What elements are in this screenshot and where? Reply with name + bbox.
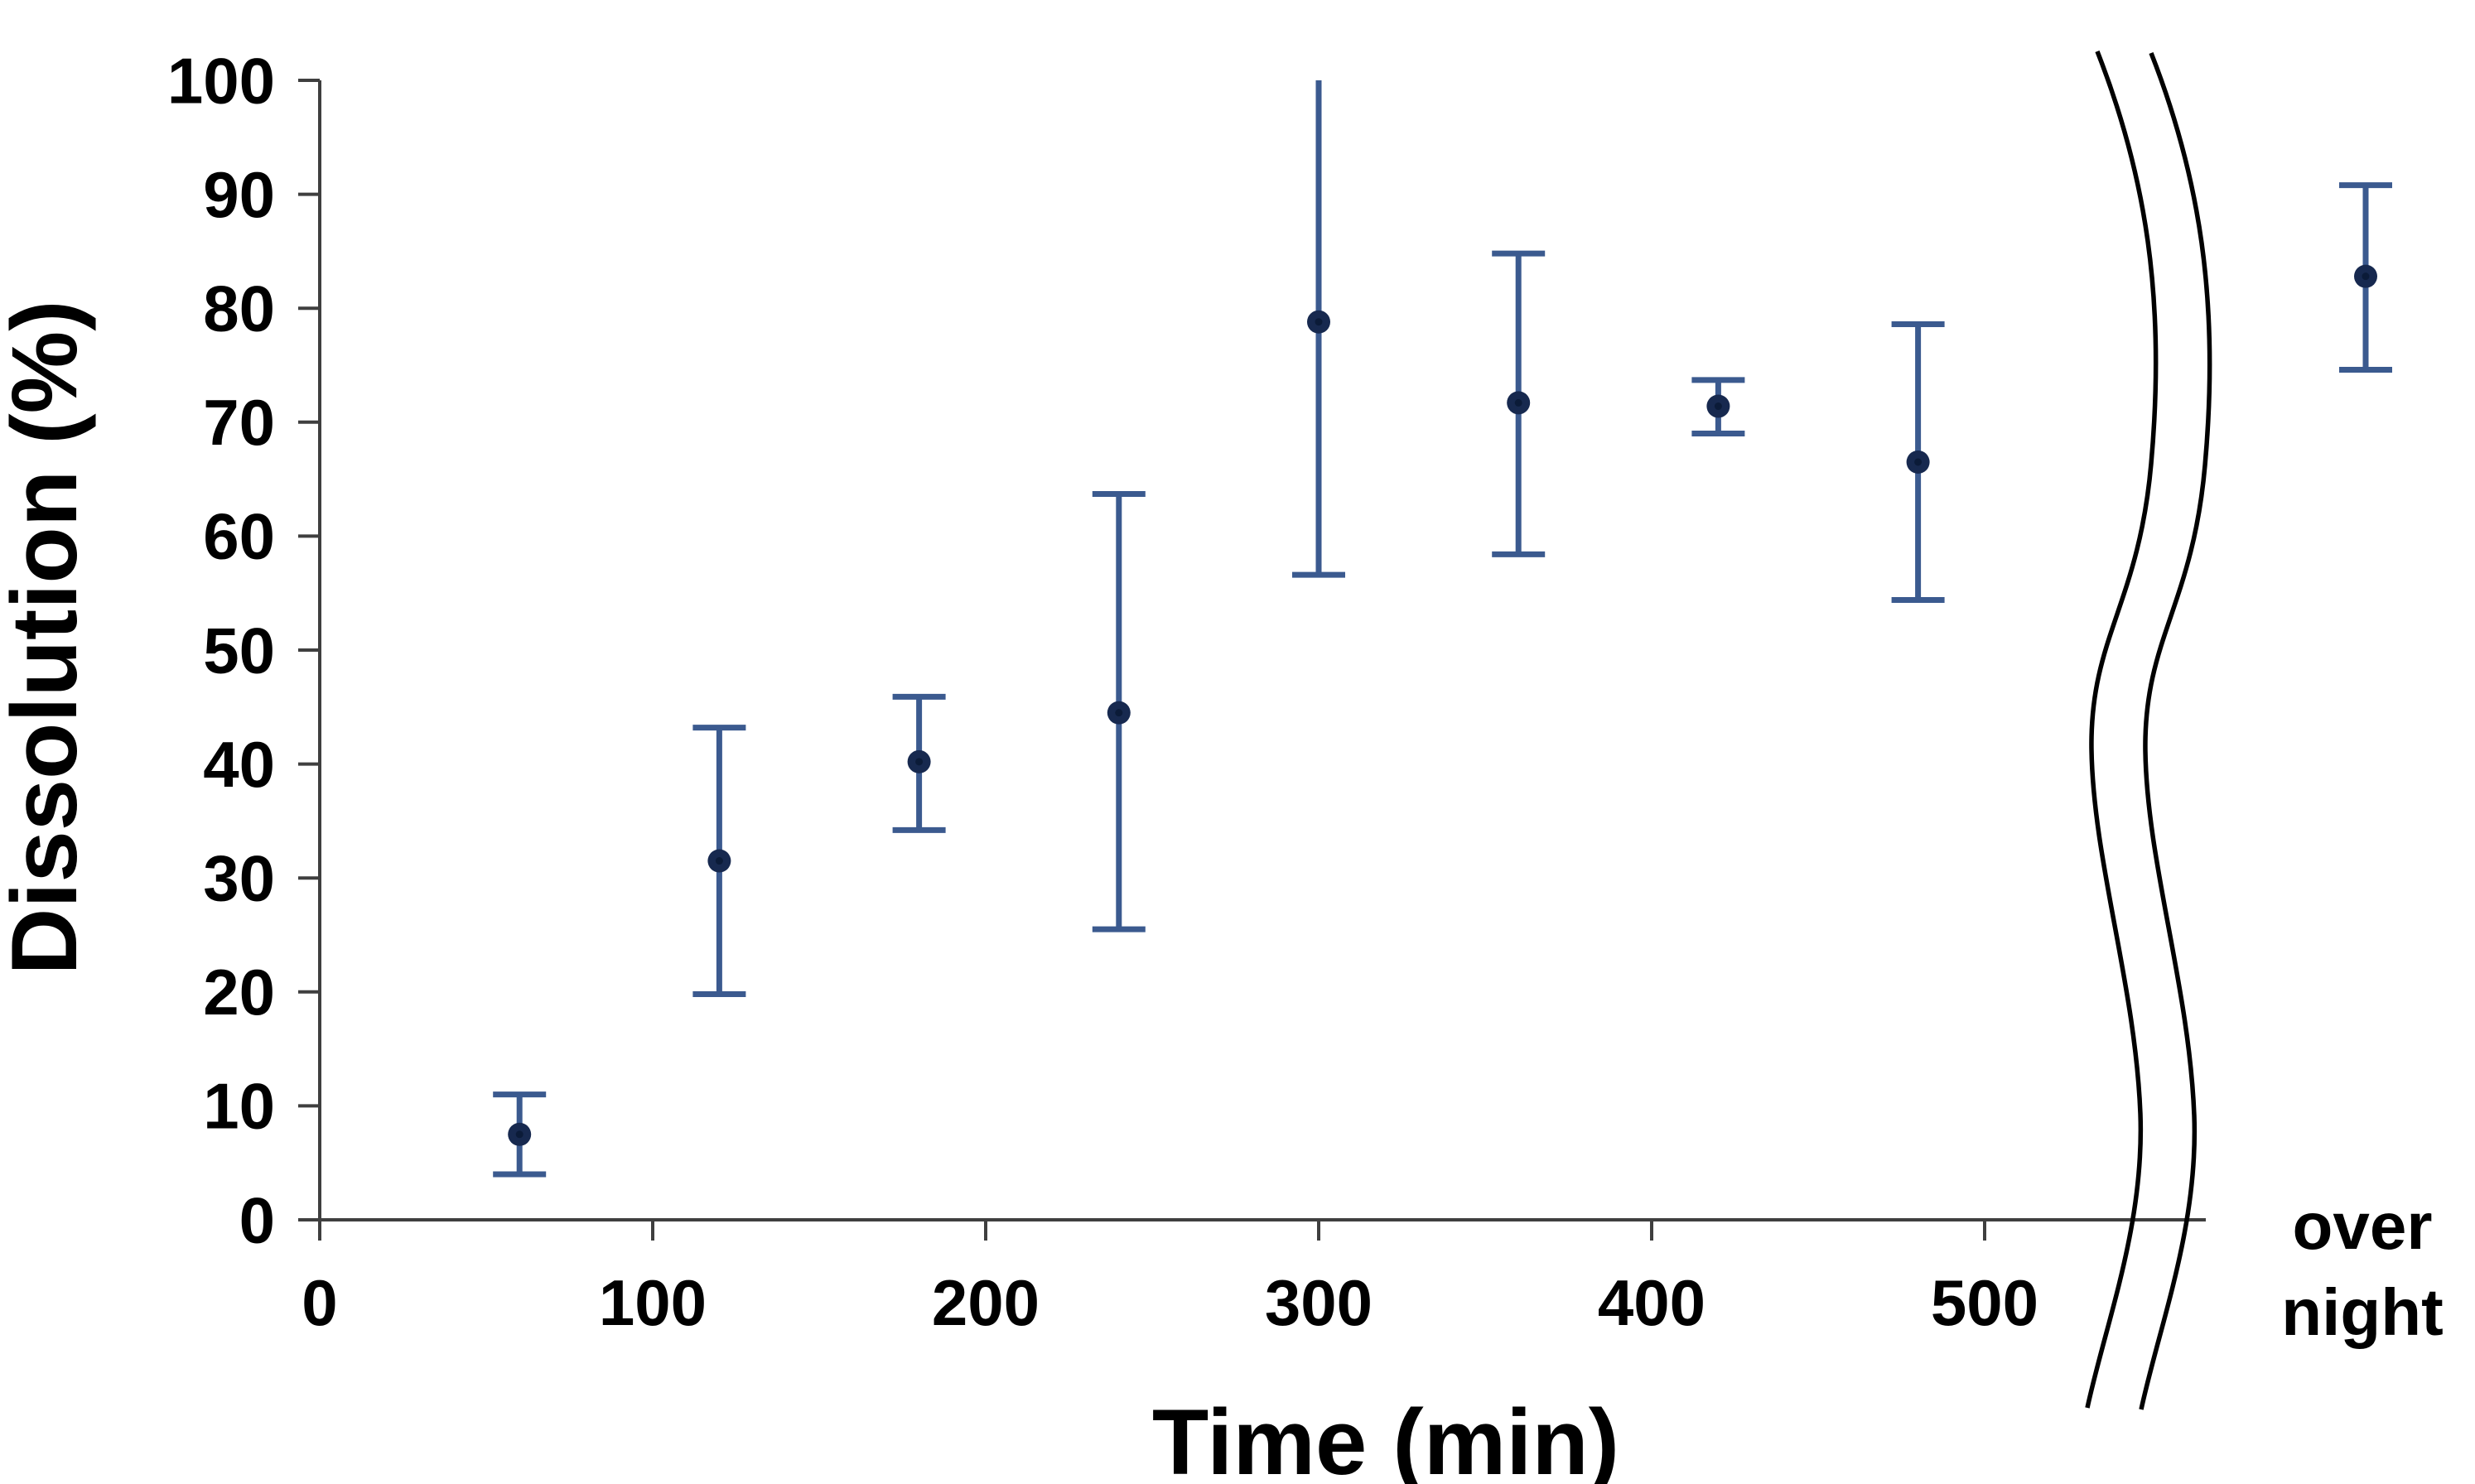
data-point-marker-core <box>2362 272 2370 281</box>
data-point-marker-core <box>1315 318 1323 326</box>
x-axis-title: Time (min) <box>1152 1390 1619 1484</box>
axis-break-line-left <box>2085 50 2159 1409</box>
x-break-label-night: night <box>2281 1275 2443 1349</box>
y-tick-label: 0 <box>239 1183 275 1256</box>
y-tick-label: 80 <box>203 272 275 345</box>
y-tick-label: 100 <box>167 44 275 117</box>
y-tick-label: 10 <box>203 1070 275 1143</box>
axis-break-layer <box>2085 50 2212 1410</box>
y-tick-label: 90 <box>203 158 275 231</box>
data-point-marker-core <box>1714 402 1722 411</box>
axes-layer: 0 10 20 30 40 50 60 70 80 90 100 0 100 200 300 400 500 <box>167 44 2206 1339</box>
y-tick-label: 40 <box>203 728 275 801</box>
x-tick-label: 0 <box>302 1266 337 1339</box>
y-tick-label: 50 <box>203 614 275 687</box>
data-point-marker-core <box>715 857 723 865</box>
data-series-layer <box>493 80 2392 1178</box>
data-point-marker-core <box>1914 458 1923 466</box>
data-point-marker-core <box>515 1130 523 1139</box>
y-tick-label: 30 <box>203 842 275 915</box>
data-point-marker-core <box>915 758 924 766</box>
y-tick-label: 20 <box>203 956 275 1029</box>
x-tick-label: 300 <box>1265 1266 1373 1339</box>
x-tick-label: 100 <box>599 1266 707 1339</box>
y-tick-label: 60 <box>203 500 275 573</box>
x-tick-label: 400 <box>1598 1266 1705 1339</box>
x-tick-label: 500 <box>1931 1266 2038 1339</box>
data-point-marker-core <box>1115 709 1123 717</box>
data-point-marker-core <box>1514 398 1522 407</box>
x-tick-label: 200 <box>932 1266 1040 1339</box>
axis-break-line-right <box>2139 51 2212 1410</box>
x-break-label-over: over <box>2293 1189 2433 1263</box>
y-tick-label: 70 <box>203 386 275 459</box>
y-axis-title: Dissolution (%) <box>0 300 96 975</box>
